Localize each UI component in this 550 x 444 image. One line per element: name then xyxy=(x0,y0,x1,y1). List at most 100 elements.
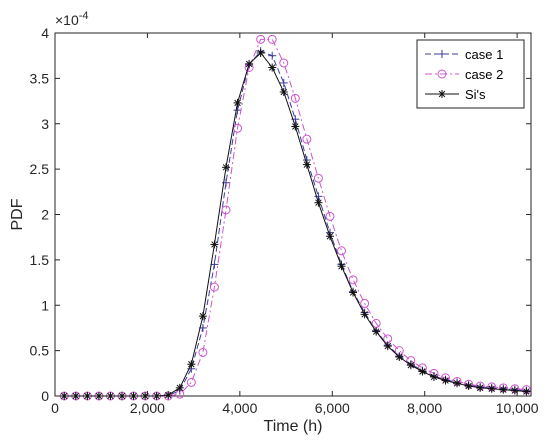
data-point-d2 xyxy=(442,377,449,384)
data-point xyxy=(209,282,219,292)
data-point-d2 xyxy=(511,387,519,394)
data-point xyxy=(291,122,300,131)
data-point xyxy=(372,327,381,336)
data-point xyxy=(210,260,219,269)
data-point xyxy=(360,298,370,308)
data-point xyxy=(314,198,323,207)
y-tick-label: 3.5 xyxy=(30,70,50,86)
data-point-d2 xyxy=(407,361,415,369)
legend-label: Si's xyxy=(465,87,486,102)
ticks-layer: 0 2,000 4,000 6,000 8,000 10,000 0 0.5 1 1.5 2 2.5 3… xyxy=(30,25,539,416)
data-point-d2 xyxy=(84,392,91,400)
x-tick-label: 4,000 xyxy=(222,400,257,416)
data-point xyxy=(302,134,312,144)
y-tick-label: 0.5 xyxy=(30,343,50,359)
legend: case 1 case 2 Si's xyxy=(416,39,525,109)
data-point-d2 xyxy=(268,64,276,71)
data-point-d2 xyxy=(476,384,484,392)
y-tick-label: 0 xyxy=(41,388,49,404)
data-point-d2 xyxy=(234,99,241,107)
data-point xyxy=(94,392,103,400)
x-tick-label: 0 xyxy=(51,400,59,416)
data-point xyxy=(337,262,346,271)
data-point xyxy=(349,288,358,297)
data-point-d2 xyxy=(419,368,426,375)
data-point xyxy=(313,173,323,183)
data-point xyxy=(71,392,80,400)
data-point-d2 xyxy=(176,384,184,392)
data-point xyxy=(221,205,231,215)
data-point xyxy=(337,246,347,256)
data-point-d2 xyxy=(211,241,218,248)
series-3 xyxy=(60,48,531,400)
data-point xyxy=(325,232,334,241)
data-point xyxy=(279,87,288,96)
series-layer xyxy=(59,34,531,401)
data-point xyxy=(429,372,438,381)
legend-marker xyxy=(438,50,446,58)
data-point-d2 xyxy=(130,392,137,400)
data-point xyxy=(186,377,196,387)
data-point xyxy=(187,360,196,369)
data-point xyxy=(256,48,265,57)
data-point-d2 xyxy=(95,392,103,400)
y-tick-label: 2.5 xyxy=(30,161,50,177)
data-point xyxy=(175,383,184,392)
data-point-d2 xyxy=(349,289,357,296)
data-point xyxy=(476,383,485,392)
data-point xyxy=(267,34,277,44)
y-axis-label: PDF xyxy=(9,198,26,230)
data-point-d2 xyxy=(188,361,195,368)
legend-entry: case 2 xyxy=(425,67,503,82)
data-point-d2 xyxy=(372,328,380,335)
data-point-d2 xyxy=(257,49,264,57)
data-point-d2 xyxy=(280,88,287,96)
data-point xyxy=(522,387,531,396)
data-point xyxy=(383,342,392,351)
data-point xyxy=(453,379,462,388)
data-point xyxy=(487,384,496,393)
data-point xyxy=(418,367,427,376)
data-point-d2 xyxy=(488,385,495,392)
data-point xyxy=(210,240,219,249)
data-point xyxy=(499,385,508,394)
data-point xyxy=(348,275,358,285)
data-point xyxy=(268,63,277,72)
data-point-d2 xyxy=(153,392,160,400)
x-tick-label: 8,000 xyxy=(407,400,442,416)
data-point xyxy=(129,392,138,400)
data-point xyxy=(221,163,230,172)
data-point xyxy=(256,34,266,44)
data-point-d2 xyxy=(500,386,507,393)
data-point xyxy=(441,376,450,385)
y-exponent-label: ×10-4 xyxy=(55,10,89,28)
legend-label: case 2 xyxy=(465,67,503,82)
data-point-d2 xyxy=(361,311,368,318)
data-point xyxy=(233,98,242,107)
data-point xyxy=(268,51,277,60)
data-point xyxy=(118,392,127,400)
legend-box xyxy=(416,39,525,109)
x-tick-label: 10,000 xyxy=(496,400,539,416)
legend-marker-d2 xyxy=(438,90,446,98)
data-point-d2 xyxy=(523,388,530,395)
data-point xyxy=(198,347,208,357)
data-point-d2 xyxy=(326,233,334,240)
data-point xyxy=(290,93,300,103)
data-point xyxy=(279,78,288,87)
data-point-d2 xyxy=(430,373,438,381)
y-tick-label: 1.5 xyxy=(30,252,50,268)
x-tick-label: 2,000 xyxy=(130,400,165,416)
data-point xyxy=(245,59,254,68)
data-point xyxy=(371,318,381,328)
data-point-d2 xyxy=(338,262,345,270)
data-point xyxy=(60,392,69,400)
data-point xyxy=(152,392,161,400)
data-point-d2 xyxy=(465,382,472,390)
legend-marker xyxy=(438,90,446,98)
x-tick-label: 6,000 xyxy=(315,400,350,416)
data-point-d2 xyxy=(384,342,391,350)
data-point-d2 xyxy=(61,392,68,400)
y-tick-label: 2 xyxy=(41,207,49,223)
